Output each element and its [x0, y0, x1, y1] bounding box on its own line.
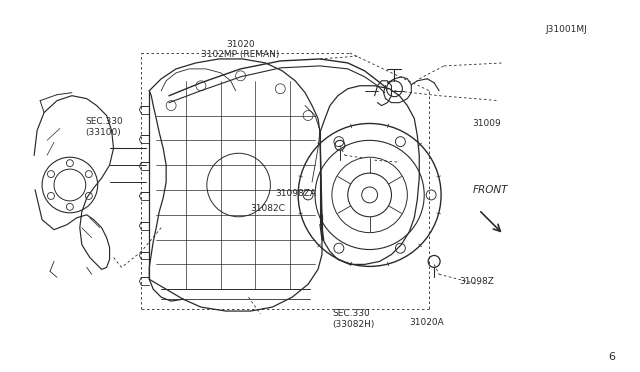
Text: 31009: 31009 [472, 119, 501, 128]
Text: 6: 6 [609, 352, 616, 362]
Text: SEC.330
(33100): SEC.330 (33100) [85, 117, 123, 137]
Text: 31098Z: 31098Z [460, 278, 495, 286]
Text: 31020A: 31020A [409, 318, 444, 327]
Text: 31082C: 31082C [250, 203, 285, 213]
Text: FRONT: FRONT [472, 185, 508, 195]
Text: 31020
3102MP (REMAN): 31020 3102MP (REMAN) [202, 40, 280, 59]
Text: 31098ZA: 31098ZA [276, 189, 317, 198]
Text: J31001MJ: J31001MJ [545, 25, 587, 33]
Text: SEC.330
(33082H): SEC.330 (33082H) [333, 309, 375, 328]
